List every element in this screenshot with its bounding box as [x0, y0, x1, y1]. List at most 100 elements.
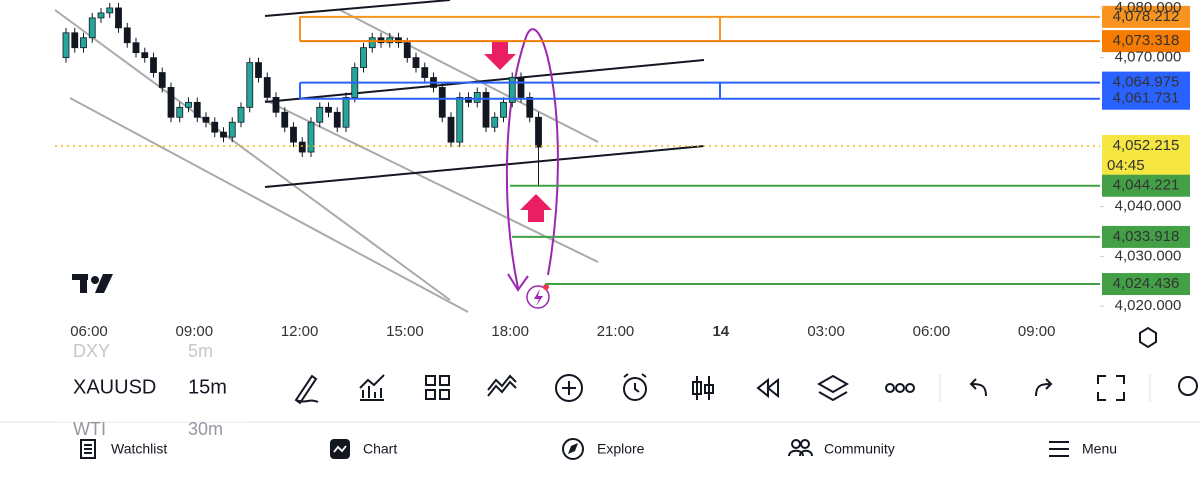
- candle-body: [307, 121, 315, 153]
- x-tick-label: 09:00: [1018, 323, 1056, 340]
- candle-body: [491, 116, 499, 128]
- nav-item[interactable]: Community: [824, 441, 895, 457]
- candle-body: [115, 7, 122, 29]
- redo: [1035, 378, 1053, 397]
- x-tick-label: 12:00: [281, 323, 319, 340]
- price-axis: 4,080.000 4,070.000 4,040.000 4,030.000 4,02…: [1100, 0, 1181, 314]
- alert[interactable]: [623, 377, 647, 401]
- y-tick-label: 4,070.000: [1115, 49, 1182, 66]
- more[interactable]: [905, 383, 915, 393]
- nav-item[interactable]: Chart: [363, 441, 397, 457]
- candle-body: [80, 37, 87, 49]
- undo[interactable]: [969, 378, 987, 397]
- candle-body: [333, 111, 341, 128]
- candle-body: [535, 116, 542, 148]
- candles: [62, 2, 542, 187]
- candle-body: [88, 17, 96, 39]
- time-axis: 06:00 09:00 12:00 15:00 18:00 21:00 14 03:00 06:…: [70, 323, 1055, 340]
- nav-item[interactable]: Watchlist: [111, 441, 167, 457]
- symbol-picker[interactable]: DXY 5m XAUUSD 15m WTI 30m: [60, 340, 250, 439]
- candle-body: [412, 57, 420, 68]
- object-tree[interactable]: [816, 374, 850, 402]
- candle-body: [167, 87, 175, 118]
- candle-body: [132, 42, 140, 54]
- candle-body: [211, 121, 219, 133]
- fade-bottom: [60, 408, 250, 422]
- price-label-bg: [1102, 5, 1190, 28]
- candle-body: [508, 77, 516, 103]
- price-label: 4,078.212: [1113, 8, 1180, 25]
- candle-body: [298, 141, 306, 153]
- settings-icon[interactable]: [1139, 326, 1157, 349]
- candle-body: [316, 106, 324, 123]
- x-tick-label: 14: [712, 323, 729, 340]
- x-tick-label: 06:00: [913, 323, 951, 340]
- price-label: 4,064.975: [1113, 74, 1180, 91]
- candle-body: [193, 101, 201, 118]
- fade-top: [60, 340, 250, 364]
- candle-body: [482, 92, 490, 128]
- candle-body: [438, 87, 446, 118]
- candle-body: [368, 37, 376, 49]
- x-tick-label: 09:00: [176, 323, 214, 340]
- candle-body: [325, 106, 332, 113]
- price-label: 4,052.215: [1113, 137, 1180, 154]
- price-label-bg: [1102, 225, 1190, 248]
- candle-body: [342, 96, 350, 128]
- candle-body: [185, 101, 192, 108]
- y-tick-label: 4,030.000: [1115, 247, 1182, 264]
- candle-body: [123, 27, 131, 44]
- nav-item[interactable]: Menu: [1082, 441, 1117, 457]
- candle-body: [141, 52, 149, 59]
- price-label-bg: [1102, 87, 1190, 110]
- price-label-bg: [1102, 174, 1190, 197]
- y-tick-label: 4,080.000: [1115, 0, 1182, 16]
- candle-body: [62, 32, 70, 59]
- fullscreen[interactable]: [1097, 375, 1125, 401]
- symbol[interactable]: DXY: [73, 341, 110, 361]
- interval[interactable]: 5m: [188, 341, 213, 361]
- x-tick-label: 03:00: [807, 323, 845, 340]
- x-tick-label: 21:00: [597, 323, 635, 340]
- candle-body: [106, 7, 114, 14]
- draw-tool[interactable]: [294, 374, 319, 405]
- ideas[interactable]: [1178, 376, 1198, 396]
- candle-body: [465, 96, 472, 103]
- symbol[interactable]: XAUUSD: [73, 376, 156, 398]
- candle-body: [263, 77, 271, 98]
- candle-body: [220, 131, 227, 138]
- candle-body: [403, 42, 411, 59]
- candle-body: [473, 92, 481, 103]
- candle-body: [360, 47, 367, 68]
- add[interactable]: [555, 374, 583, 402]
- price-label: 4,024.436: [1113, 275, 1180, 292]
- x-tick-label: 06:00: [70, 323, 108, 340]
- candle-body: [228, 121, 236, 138]
- interval[interactable]: 15m: [188, 376, 227, 398]
- countdown: 04:45: [1107, 157, 1145, 174]
- interval[interactable]: 30m: [188, 419, 223, 439]
- compare[interactable]: [487, 374, 517, 397]
- y-tick-label: 4,040.000: [1115, 198, 1182, 215]
- layouts[interactable]: [425, 375, 450, 400]
- indicators[interactable]: [359, 374, 385, 401]
- candle-body: [71, 32, 79, 49]
- price-label-bg: [1102, 30, 1190, 53]
- candle-body: [456, 96, 464, 143]
- candle-body: [500, 101, 507, 118]
- price-label: 4,061.731: [1113, 90, 1180, 107]
- symbol[interactable]: WTI: [73, 419, 106, 439]
- bottom-nav: Watchlist Chart Explore Community Menu: [80, 438, 1117, 460]
- candle-body: [517, 77, 525, 98]
- x-tick-label: 15:00: [386, 323, 424, 340]
- candle-body: [281, 111, 289, 128]
- chart-type[interactable]: [692, 376, 714, 400]
- replay[interactable]: [756, 377, 779, 399]
- price-label: 4,033.918: [1113, 228, 1180, 245]
- nav-item[interactable]: Explore: [597, 441, 645, 457]
- candle-body: [447, 116, 455, 143]
- y-tick-label: 4,020.000: [1115, 297, 1182, 314]
- price-label-bg: [1102, 135, 1190, 180]
